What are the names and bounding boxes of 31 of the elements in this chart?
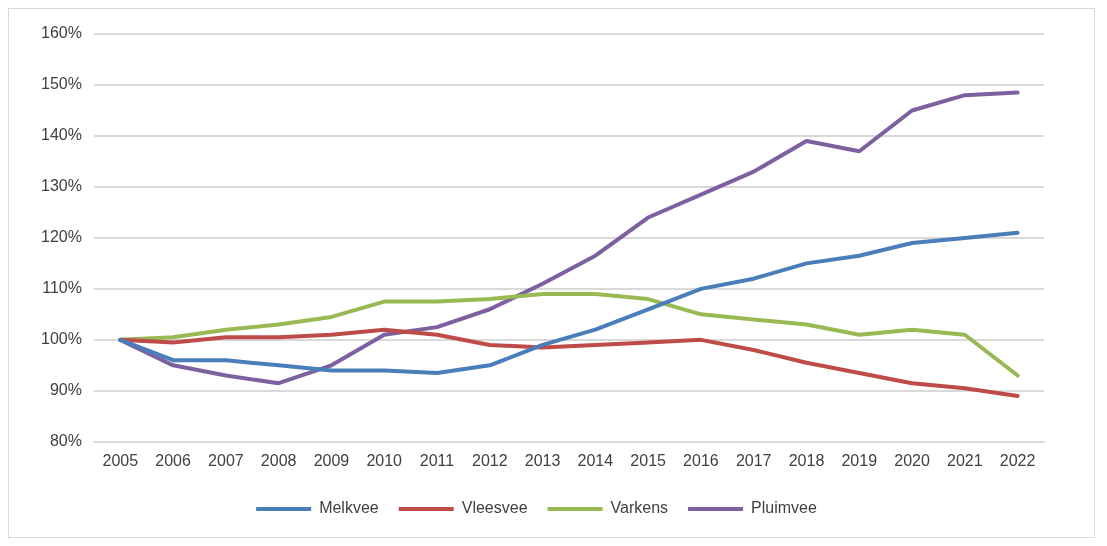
y-tick-label: 110%	[42, 279, 82, 297]
x-tick-label: 2016	[683, 451, 719, 469]
x-tick-label: 2007	[208, 451, 244, 469]
x-tick-label: 2021	[947, 451, 983, 469]
y-tick-label: 140%	[41, 126, 82, 144]
x-tick-label: 2008	[260, 451, 297, 469]
x-tick-label: 2019	[841, 451, 878, 469]
y-tick-label: 160%	[41, 24, 82, 42]
x-tick-label: 2014	[577, 451, 614, 469]
y-tick-label: 90%	[49, 381, 82, 399]
x-tick-label: 2010	[366, 451, 403, 469]
legend-label: Vleesvee	[461, 499, 528, 517]
y-tick-label: 130%	[41, 177, 82, 195]
x-tick-label: 2013	[524, 451, 561, 469]
y-tick-label: 150%	[41, 75, 82, 93]
y-tick-label: 120%	[41, 228, 82, 246]
x-tick-label: 2015	[630, 451, 667, 469]
legend-label: Pluimvee	[751, 499, 817, 517]
x-tick-label: 2011	[419, 451, 455, 469]
x-tick-label: 2005	[102, 451, 139, 469]
x-tick-label: 2020	[894, 451, 930, 469]
y-tick-label: 100%	[41, 330, 82, 348]
x-tick-label: 2006	[155, 451, 191, 469]
x-tick-label: 2017	[735, 451, 772, 469]
x-tick-label: 2018	[788, 451, 825, 469]
x-tick-label: 2009	[313, 451, 350, 469]
legend-label: Melkvee	[319, 499, 379, 517]
x-tick-label: 2022	[999, 451, 1036, 469]
x-tick-label: 2012	[471, 451, 508, 469]
y-tick-label: 80%	[49, 432, 82, 450]
legend-label: Varkens	[610, 499, 669, 517]
